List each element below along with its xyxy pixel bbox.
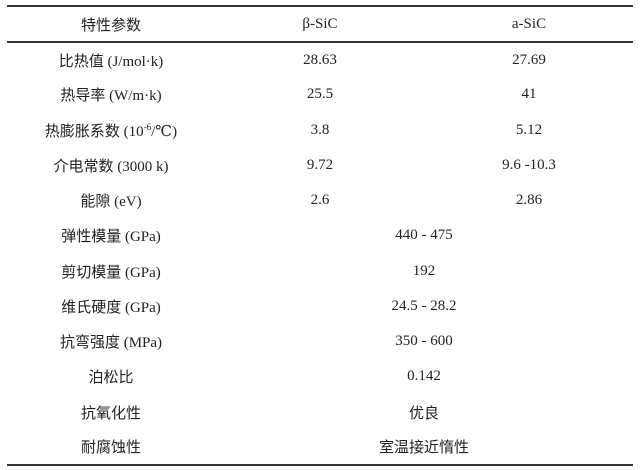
table-row: 比热值 (J/mol·k) 28.63 27.69 (7, 42, 633, 77)
header-parameter: 特性参数 (7, 5, 215, 43)
header-beta-sic: β-SiC (215, 5, 425, 43)
beta-value: 9.72 (306, 156, 334, 173)
header-alpha-sic: a-SiC (425, 5, 633, 43)
param-cell: 比热值 (J/mol·k) (58, 53, 164, 70)
header-row: 特性参数 β-SiC a-SiC (7, 5, 633, 43)
param-prefix: 热膨胀系数 (10 (44, 123, 144, 140)
param-exponent: -6 (143, 121, 152, 132)
param-suffix: /℃) (151, 123, 178, 140)
beta-value: 28.63 (303, 51, 337, 68)
table-row: 泊松比 0.142 (7, 359, 633, 394)
shared-value: 室温接近惰性 (215, 429, 633, 467)
table-row: 弹性模量 (GPa) 440 - 475 (7, 218, 633, 253)
shared-value: 350 - 600 (395, 333, 453, 350)
table-row: 热导率 (W/m·k) 25.5 41 (7, 77, 633, 112)
table-row: 介电常数 (3000 k) 9.72 9.6 -10.3 (7, 148, 633, 183)
beta-value: 25.5 (306, 86, 334, 103)
shared-value: 优良 (408, 405, 439, 422)
beta-value: 2.6 (310, 192, 330, 209)
alpha-value: 41 (521, 86, 537, 103)
param-cell: 热膨胀系数 (10-6/℃) (7, 113, 215, 148)
alpha-value: 9.6 -10.3 (502, 156, 556, 173)
table-row: 热膨胀系数 (10-6/℃) 3.8 5.12 (7, 113, 633, 148)
table-row: 维氏硬度 (GPa) 24.5 - 28.2 (7, 289, 633, 324)
shared-value: 24.5 - 28.2 (391, 297, 457, 314)
sic-properties-table: 特性参数 β-SiC a-SiC 比热值 (J/mol·k) 28.63 27.… (7, 5, 633, 467)
param-cell: 弹性模量 (GPa) (61, 229, 161, 246)
table-row: 剪切模量 (GPa) 192 (7, 254, 633, 289)
table-row: 抗氧化性 优良 (7, 395, 633, 430)
param-cell: 抗弯强度 (MPa) (59, 335, 163, 352)
alpha-value: 27.69 (512, 51, 546, 68)
param-cell: 耐腐蚀性 (7, 429, 215, 467)
table-row: 耐腐蚀性 室温接近惰性 (7, 429, 633, 467)
param-cell: 能隙 (eV) (80, 194, 142, 211)
alpha-value: 2.86 (515, 192, 543, 209)
alpha-value: 5.12 (515, 121, 543, 138)
param-cell: 抗氧化性 (80, 405, 141, 422)
shared-value: 440 - 475 (395, 227, 453, 244)
param-cell: 泊松比 (88, 370, 134, 387)
param-cell: 介电常数 (3000 k) (53, 158, 169, 175)
shared-value: 0.142 (407, 368, 441, 385)
table-row: 抗弯强度 (MPa) 350 - 600 (7, 324, 633, 359)
shared-value: 192 (412, 262, 436, 279)
beta-value: 3.8 (310, 121, 330, 138)
param-cell: 剪切模量 (GPa) (61, 264, 161, 281)
table-row: 能隙 (eV) 2.6 2.86 (7, 183, 633, 218)
param-cell: 热导率 (W/m·k) (60, 88, 162, 105)
param-cell: 维氏硬度 (GPa) (61, 299, 161, 316)
